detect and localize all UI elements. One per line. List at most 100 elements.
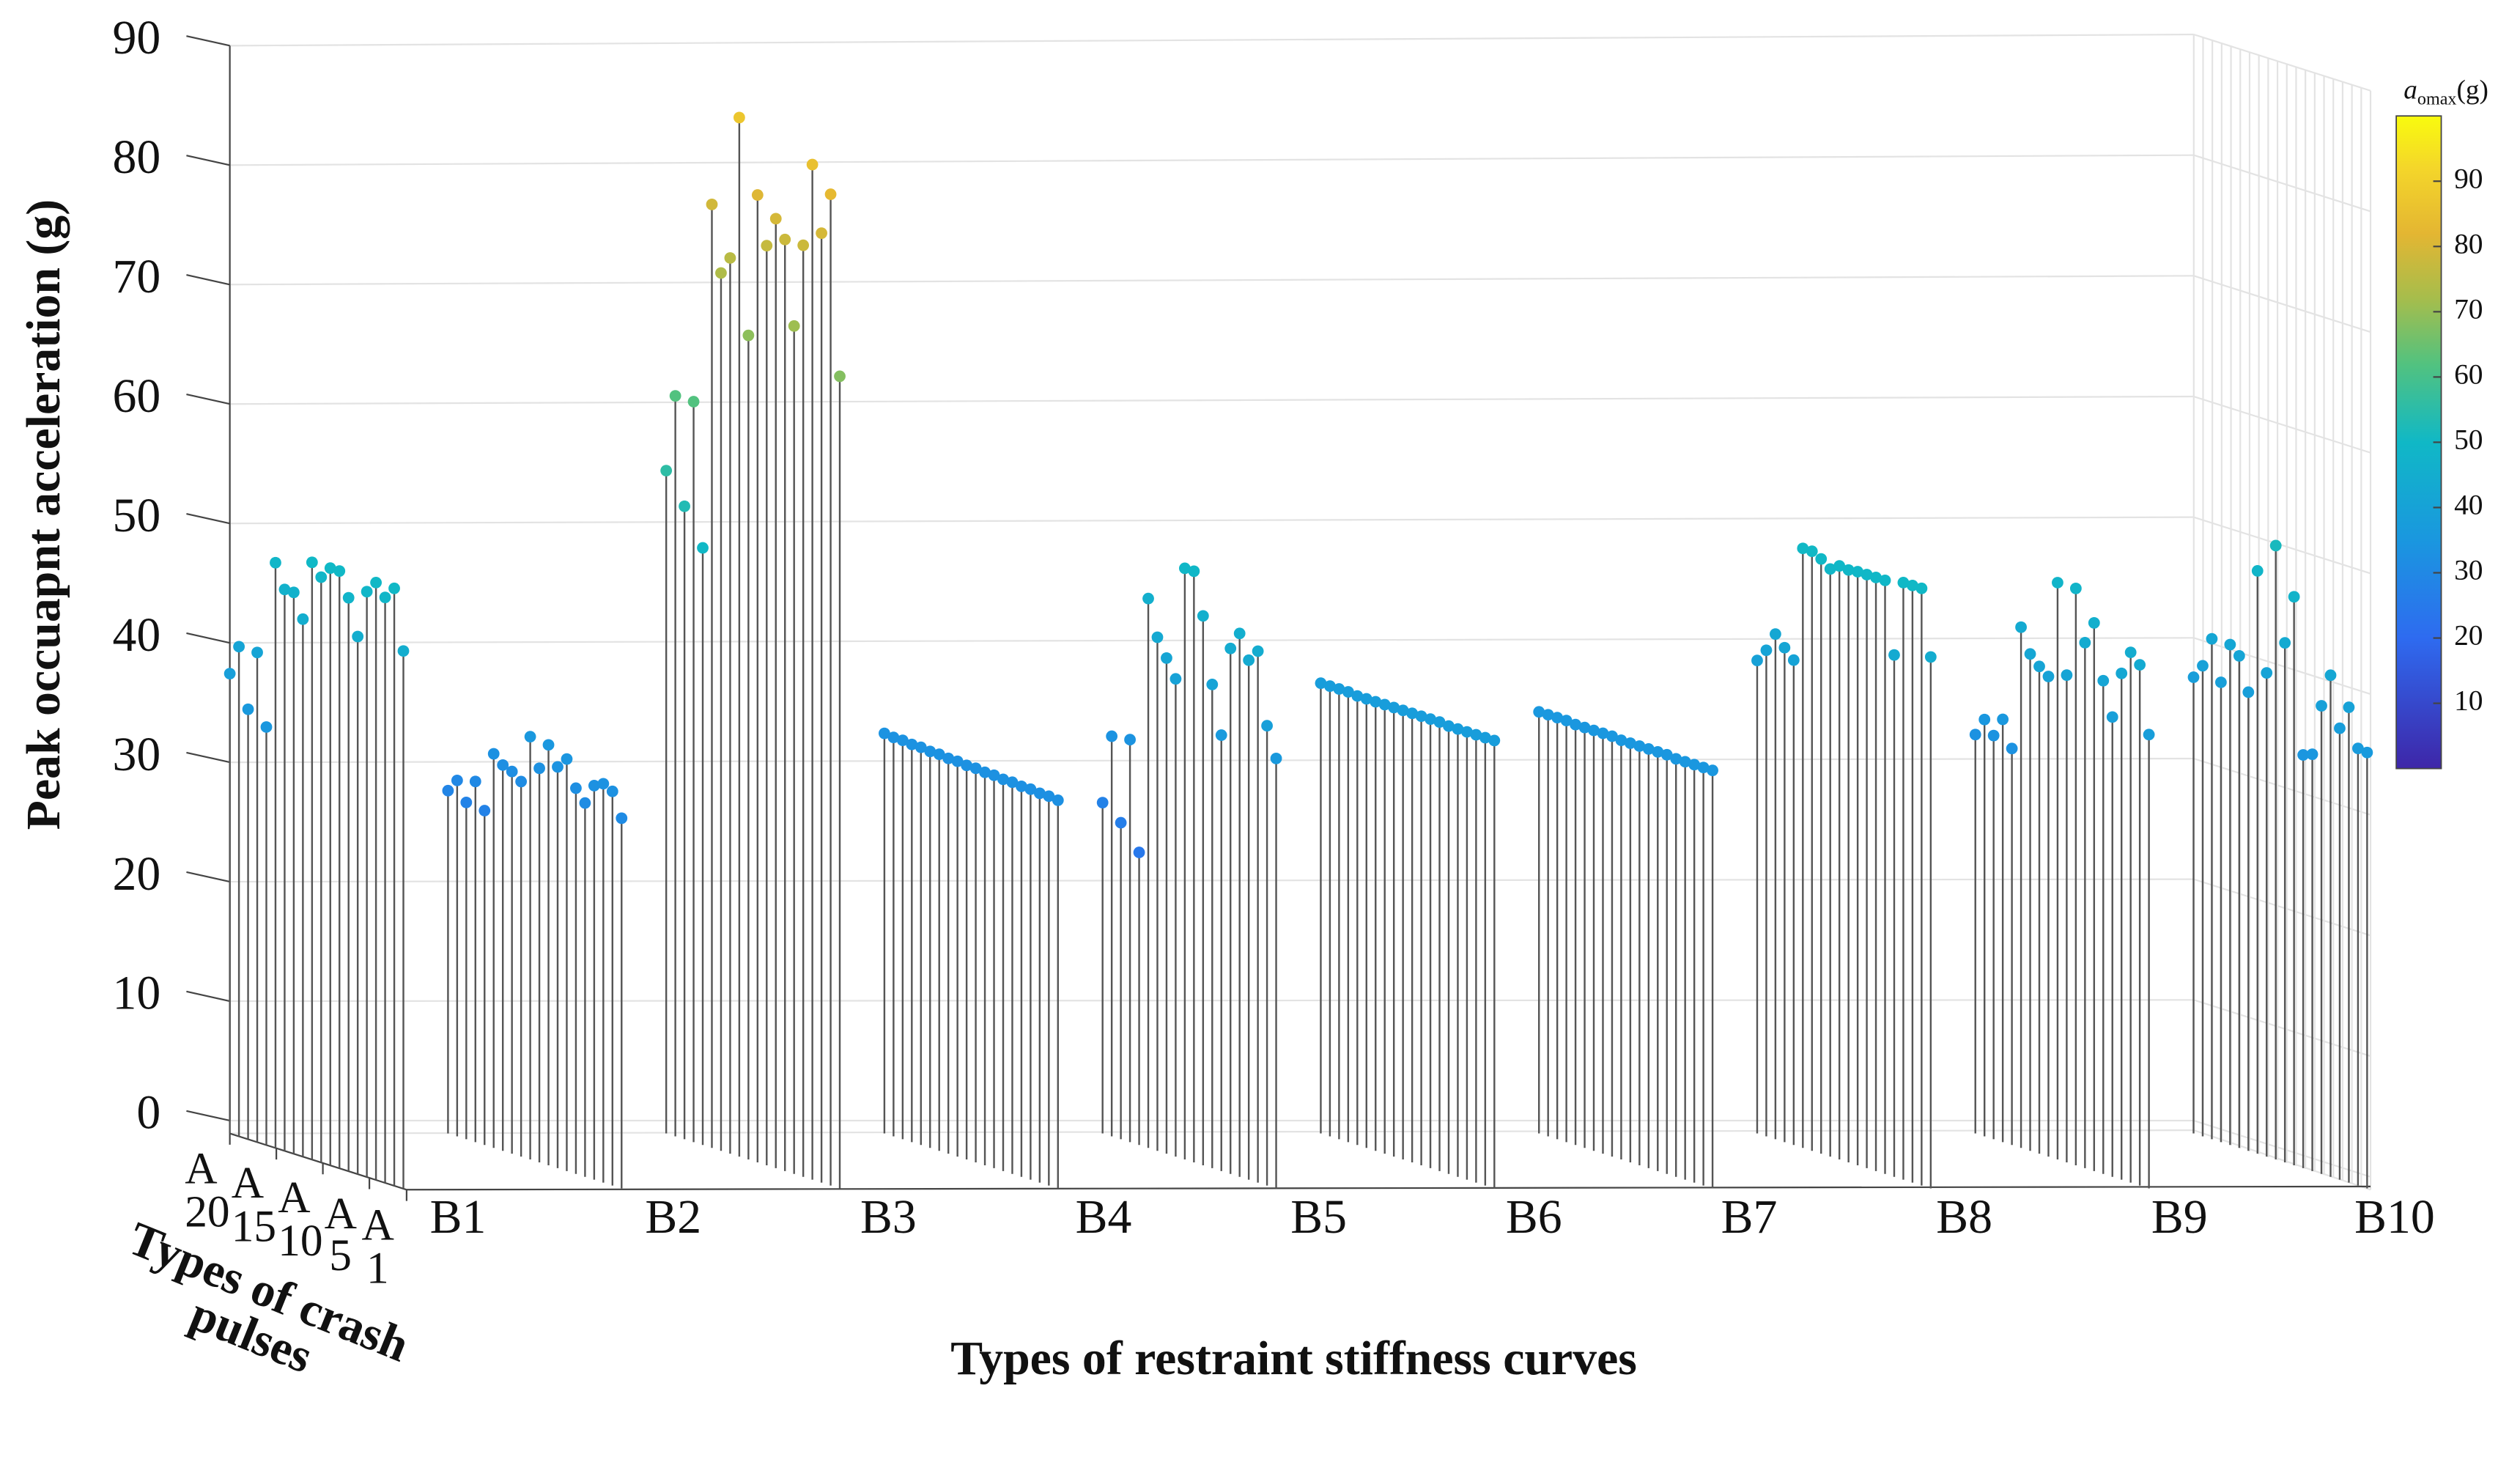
y-tick <box>186 274 230 286</box>
stem-marker <box>370 577 382 589</box>
grid-line <box>229 516 2194 525</box>
stem-marker <box>288 586 300 599</box>
stem-marker <box>988 769 1000 781</box>
stem-marker <box>2343 701 2355 713</box>
stem-marker <box>2206 632 2218 645</box>
stem-marker <box>1024 783 1037 795</box>
y-tick-label: 10 <box>113 967 161 1020</box>
stem-marker <box>2352 742 2364 755</box>
y-axis-label: Peak occuapnt acceleration (g) <box>17 199 70 830</box>
stem-marker <box>570 782 582 794</box>
y-tick <box>186 512 230 525</box>
stem-marker <box>979 766 991 778</box>
y-tick <box>186 35 230 47</box>
stem-marker <box>951 755 964 767</box>
stem-marker <box>1479 731 1491 744</box>
stem-marker <box>524 731 536 743</box>
stem-marker <box>352 630 364 643</box>
stem-marker <box>1178 562 1191 575</box>
stem-marker <box>1969 729 1981 741</box>
stem-marker <box>896 734 909 747</box>
colorbar-symbol: a <box>2403 75 2417 105</box>
y-tick-label: 30 <box>113 728 161 781</box>
stem-marker <box>1987 729 2000 742</box>
y-tick <box>186 632 230 644</box>
stem-marker <box>223 668 236 680</box>
stem-marker <box>1915 582 1928 594</box>
stem-marker <box>2116 667 2128 679</box>
stem-marker <box>2042 671 2055 682</box>
stem-marker <box>397 645 410 657</box>
stem-marker <box>1488 734 1501 747</box>
stem-marker <box>1197 610 1209 622</box>
x-tick-label: B4 <box>1076 1190 1132 1244</box>
stem-marker <box>1115 816 1127 829</box>
stem-marker <box>1170 673 1182 685</box>
stem-marker <box>1243 654 1255 666</box>
stem-marker <box>533 762 545 775</box>
stem-marker <box>1551 712 1564 724</box>
stem-marker <box>1106 730 1118 742</box>
stem-marker <box>1824 563 1836 575</box>
stem-marker <box>2124 646 2137 658</box>
stem-marker <box>1597 727 1609 739</box>
stem-marker <box>1879 574 1891 586</box>
stem-marker <box>1624 737 1636 749</box>
stem-marker <box>961 759 973 772</box>
stem-marker <box>2324 669 2337 682</box>
stem-marker <box>2197 660 2209 672</box>
stem-marker <box>1224 642 1237 654</box>
stem-marker <box>1333 683 1345 695</box>
stem-marker <box>1006 776 1019 789</box>
stem-marker <box>1342 686 1354 698</box>
x-tick-label: B8 <box>1936 1190 1992 1244</box>
grid-line <box>229 637 2194 644</box>
stem-marker <box>306 556 318 569</box>
z-tick-label-box: A 5 <box>325 1194 357 1280</box>
grid-line <box>2193 154 2371 213</box>
stem-marker <box>1542 709 1554 721</box>
stem-marker <box>779 233 791 246</box>
stem-marker <box>1861 569 1873 580</box>
stem-marker <box>816 227 827 240</box>
x-tick-label: B10 <box>2354 1190 2435 1244</box>
stem-marker <box>2106 711 2118 723</box>
x-tick-label: B1 <box>430 1190 487 1244</box>
stem-marker <box>2143 729 2155 741</box>
stem-marker <box>1760 644 1773 657</box>
stem-marker <box>724 252 736 264</box>
stem-marker <box>924 745 936 758</box>
stem-marker <box>1578 721 1591 734</box>
stem-marker <box>1997 713 2009 726</box>
stem-marker <box>1642 743 1655 755</box>
y-tick-label: 40 <box>113 608 161 662</box>
stem-marker <box>1770 628 1781 641</box>
stem-marker <box>297 613 309 625</box>
stem-marker <box>1852 566 1864 578</box>
stem-marker <box>1433 716 1446 729</box>
grid-line <box>2193 1119 2371 1178</box>
grid-line <box>2193 395 2371 454</box>
y-tick <box>186 393 230 405</box>
stem-marker <box>751 189 764 201</box>
stem-marker <box>1470 729 1482 741</box>
grid-line <box>229 275 2194 286</box>
stem-marker <box>333 565 346 578</box>
stem-marker <box>761 240 773 252</box>
grid-line <box>2193 757 2371 816</box>
stem-marker <box>1707 764 1718 777</box>
stem-marker <box>278 583 291 596</box>
x-tick-label: B5 <box>1290 1190 1347 1244</box>
stem-marker <box>679 500 690 512</box>
stem-marker <box>715 267 727 279</box>
colorbar-tick-label: 90 <box>2454 162 2483 194</box>
stem-marker <box>2069 582 2082 594</box>
z-axis <box>229 1132 407 1191</box>
stem-marker <box>1397 704 1409 717</box>
z-tick-label-box: A 1 <box>361 1206 393 1291</box>
colorbar-unit: (g) <box>2456 75 2488 105</box>
stem-marker <box>1688 759 1701 771</box>
y-tick-label: 0 <box>136 1086 160 1140</box>
x-tick-label: B6 <box>1506 1190 1562 1244</box>
stem-marker <box>260 721 273 733</box>
